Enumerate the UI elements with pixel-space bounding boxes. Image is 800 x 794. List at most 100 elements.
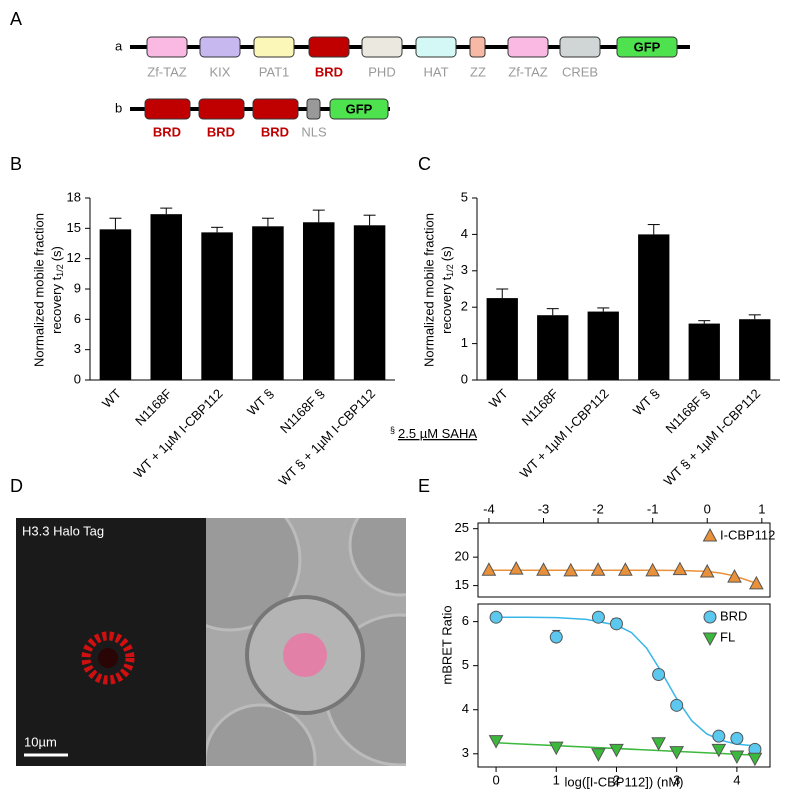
bar — [486, 298, 518, 380]
bar — [688, 323, 720, 380]
y-tick-label: 25 — [455, 520, 469, 535]
row-label: a — [115, 38, 123, 53]
y-axis-title: mBRET Ratio — [439, 605, 454, 684]
plot-frame — [477, 522, 771, 598]
panel-label: C — [418, 154, 431, 174]
domain-label: CREB — [562, 64, 598, 79]
marker — [670, 698, 684, 712]
legend-label: FL — [720, 629, 735, 644]
footnote-symbol: § — [390, 425, 395, 435]
marker — [749, 575, 764, 590]
x-tick-label: N1168F § — [277, 386, 327, 436]
bar — [638, 234, 670, 380]
bar — [302, 222, 335, 380]
x-tick-label: 1 — [758, 501, 765, 516]
x-tick-label: -4 — [483, 501, 495, 516]
bar — [739, 319, 771, 380]
y-axis-title: Normalized mobile fraction — [31, 213, 46, 367]
x-axis-title: log([I-CBP112]) (nM) — [565, 774, 684, 789]
domain-label: Zf-TAZ — [147, 64, 187, 79]
bar — [201, 232, 233, 380]
marker — [712, 729, 726, 743]
marker — [727, 569, 742, 583]
y-tick-label: 4 — [461, 226, 468, 241]
marker — [591, 748, 606, 762]
domain — [144, 98, 191, 120]
marker — [729, 750, 745, 765]
y-tick-label: 20 — [455, 549, 469, 564]
fit-line — [496, 616, 756, 747]
plot-frame — [477, 603, 771, 768]
y-tick-label: 3 — [461, 262, 468, 277]
x-tick-label: WT § — [244, 386, 276, 418]
marker — [618, 562, 633, 576]
chromatin-core — [98, 648, 118, 668]
x-tick-label: WT + 1µM I-CBP112 — [517, 386, 612, 481]
y-tick-label: 5 — [461, 189, 468, 204]
domain-label: PHD — [368, 64, 395, 79]
y-axis-title-part: (s) — [439, 246, 454, 261]
domain — [199, 36, 241, 58]
x-tick-label: WT — [99, 386, 124, 411]
domain-label: BRD — [315, 64, 343, 79]
domain — [308, 36, 350, 58]
domain-label: Zf-TAZ — [508, 64, 548, 79]
x-tick-label: 0 — [492, 772, 499, 787]
domain — [146, 36, 188, 58]
y-tick-label: 6 — [462, 613, 469, 628]
domain-diagram: a Zf-TAZ KIX PAT1 BRD PHD HAT ZZ Zf-TAZ … — [115, 36, 690, 139]
domain-label: NLS — [301, 124, 327, 139]
y-tick-label: 6 — [74, 311, 81, 326]
row-label: b — [115, 100, 122, 115]
image-title: H3.3 Halo Tag — [22, 523, 104, 538]
y-tick-label: 9 — [74, 280, 81, 295]
marker — [590, 562, 606, 576]
marker — [699, 563, 715, 578]
fit-line — [496, 742, 755, 756]
bar — [587, 311, 619, 380]
bar — [252, 226, 284, 380]
marker — [609, 617, 623, 631]
domain — [306, 98, 321, 120]
legend-label: BRD — [720, 608, 747, 623]
domain — [198, 98, 245, 120]
y-axis-title: recovery t1/2 (s) — [439, 246, 455, 334]
marker — [672, 561, 688, 576]
bar — [537, 315, 569, 380]
x-tick-label: WT — [486, 386, 511, 411]
legend-label: I-CBP112 — [720, 527, 775, 542]
x-tick-label: 3 — [673, 772, 680, 787]
marker — [508, 561, 524, 575]
footnote: § 2.5 µM SAHA — [390, 425, 477, 441]
domain-label: BRD — [261, 124, 289, 139]
marker — [703, 610, 717, 624]
y-tick-label: 1 — [461, 335, 468, 350]
marker — [563, 562, 579, 577]
marker — [702, 527, 718, 542]
fluorescence-panel — [16, 518, 206, 766]
marker — [747, 752, 763, 767]
marker — [669, 746, 685, 760]
domain — [361, 36, 403, 58]
x-tick-label: WT § + 1µM I-CBP112 — [275, 386, 378, 489]
footnote-text: 2.5 µM SAHA — [398, 426, 477, 441]
panel-label: A — [10, 9, 22, 29]
domain — [329, 98, 389, 120]
bar — [99, 229, 132, 380]
y-tick-label: 3 — [462, 745, 469, 760]
x-tick-label: 1 — [553, 772, 560, 787]
y-tick-label: 15 — [455, 577, 469, 592]
domain — [507, 36, 549, 58]
marker — [645, 562, 660, 577]
domain-label: KIX — [210, 64, 231, 79]
y-axis-title-part: recovery t — [49, 276, 64, 333]
x-tick-label: 4 — [733, 772, 740, 787]
microscopy-image: H3.3 Halo Tag 10µm — [16, 518, 406, 766]
y-tick-label: 2 — [461, 299, 468, 314]
domain — [252, 98, 299, 120]
marker — [548, 741, 564, 756]
x-tick-label: WT § + 1µM I-CBP112 — [661, 386, 764, 489]
domain — [616, 36, 678, 58]
domain-label: PAT1 — [259, 64, 290, 79]
